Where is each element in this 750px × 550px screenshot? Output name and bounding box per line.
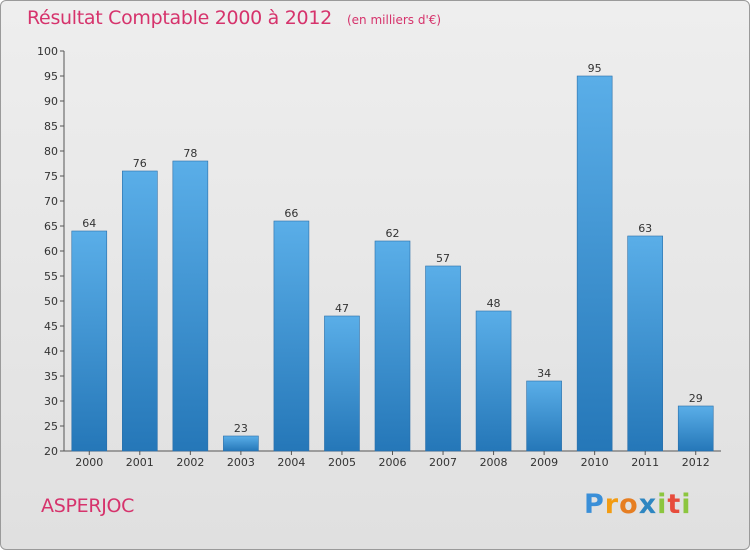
y-tick-label: 90	[44, 95, 58, 108]
value-label: 57	[436, 252, 450, 265]
bar-2004	[273, 220, 310, 452]
chart-subtitle: (en milliers d'€)	[346, 13, 442, 27]
y-tick-label: 70	[44, 195, 58, 208]
y-tick-label: 30	[44, 395, 58, 408]
y-tick-label: 20	[44, 445, 58, 458]
logo-letter: t	[667, 489, 682, 520]
value-label: 48	[487, 297, 501, 310]
x-tick-label: 2006	[379, 456, 407, 469]
bar-2008	[475, 310, 512, 452]
value-label: 34	[537, 367, 551, 380]
logo-letter: o	[619, 489, 639, 520]
value-label: 29	[689, 392, 703, 405]
value-label: 47	[335, 302, 349, 315]
y-tick-label: 55	[44, 270, 58, 283]
bar-2010	[576, 75, 613, 452]
x-tick-label: 2004	[277, 456, 305, 469]
y-tick-label: 60	[44, 245, 58, 258]
x-tick-label: 2000	[75, 456, 103, 469]
value-label: 64	[82, 217, 96, 230]
bar-2002	[172, 160, 209, 452]
value-label: 62	[386, 227, 400, 240]
logo-letter: P	[584, 489, 605, 520]
value-label: 63	[638, 222, 652, 235]
bar-2007	[425, 265, 461, 452]
title-row: Résultat Comptable 2000 à 2012 (en milli…	[27, 7, 441, 29]
y-tick-label: 95	[44, 70, 58, 83]
x-tick-label: 2005	[328, 456, 356, 469]
proxiti-logo: Proxiti	[584, 489, 692, 520]
bar-2006	[374, 240, 411, 452]
bar-2012	[677, 405, 714, 452]
y-tick-label: 80	[44, 145, 58, 158]
logo-letter: i	[681, 489, 692, 520]
y-tick-label: 85	[44, 120, 58, 133]
bar-2011	[627, 235, 663, 452]
y-tick-label: 100	[37, 45, 58, 58]
x-tick-label: 2011	[631, 456, 659, 469]
x-tick-label: 2010	[581, 456, 609, 469]
y-tick-label: 65	[44, 220, 58, 233]
bar-2001	[122, 170, 158, 452]
value-label: 76	[133, 157, 147, 170]
value-label: 78	[183, 147, 197, 160]
x-tick-label: 2009	[530, 456, 558, 469]
value-label: 95	[588, 62, 602, 75]
y-tick-label: 35	[44, 370, 58, 383]
y-tick-label: 25	[44, 420, 58, 433]
y-tick-label: 45	[44, 320, 58, 333]
y-tick-label: 40	[44, 345, 58, 358]
x-tick-label: 2002	[176, 456, 204, 469]
x-tick-label: 2007	[429, 456, 457, 469]
logo-letter: i	[657, 489, 668, 520]
x-tick-label: 2008	[480, 456, 508, 469]
bar-chart: 20 25 30 35 40 45 50 55 60 65 70 75 80 85 90 95 100 64 200…	[37, 45, 721, 469]
x-tick-label: 2012	[682, 456, 710, 469]
bar-2009	[526, 380, 562, 452]
bar-2003	[223, 435, 259, 452]
chart-title: Résultat Comptable 2000 à 2012	[27, 7, 332, 29]
logo-letter: r	[604, 489, 620, 520]
x-tick-label: 2001	[126, 456, 154, 469]
bar-2000	[71, 230, 108, 452]
x-tick-label: 2003	[227, 456, 255, 469]
y-tick-label: 75	[44, 170, 58, 183]
y-tick-label: 50	[44, 295, 58, 308]
bar-2005	[324, 315, 360, 452]
value-label: 23	[234, 422, 248, 435]
commune-name: ASPERJOC	[41, 495, 135, 517]
value-label: 66	[284, 207, 298, 220]
logo-letter: x	[638, 489, 658, 520]
